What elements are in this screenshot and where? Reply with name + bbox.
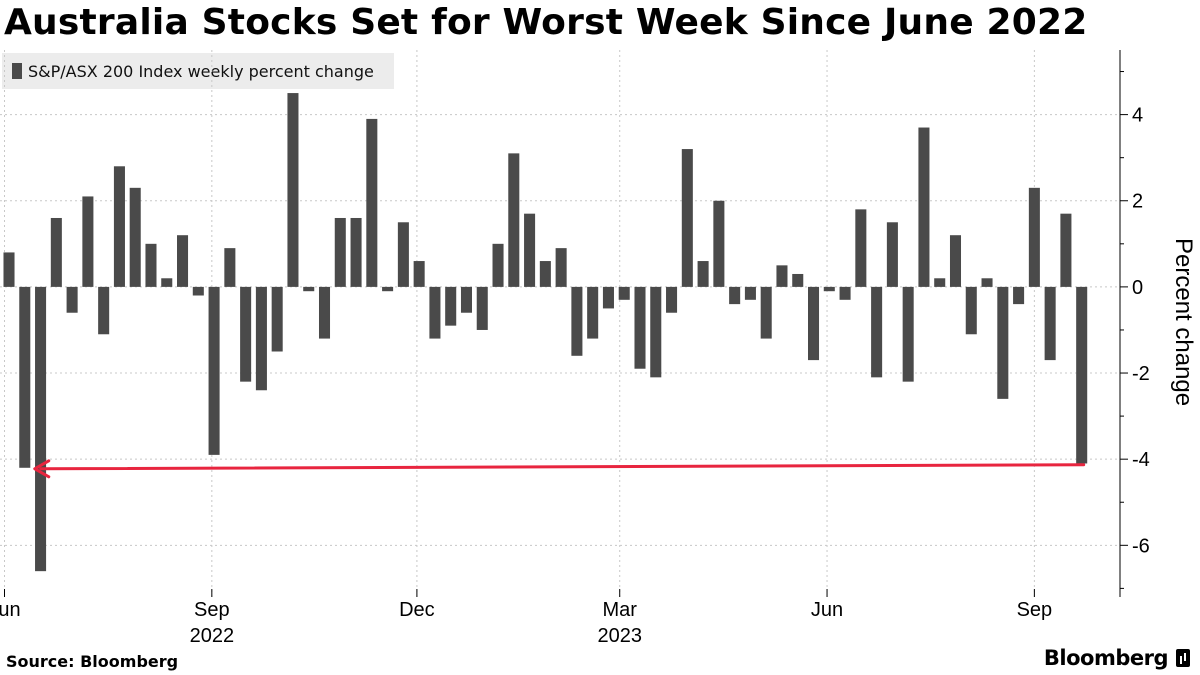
bar <box>445 286 457 326</box>
bar <box>287 93 299 287</box>
x-tick-label: Sep <box>1017 599 1053 621</box>
x-year-label: 2023 <box>597 625 642 647</box>
bar <box>555 248 567 287</box>
bar <box>476 286 488 330</box>
y-tick-label: 4 <box>1132 105 1143 127</box>
bar <box>271 286 283 352</box>
bar <box>697 261 709 287</box>
legend: S&P/ASX 200 Index weekly percent change <box>2 53 394 89</box>
bar <box>713 200 725 287</box>
bar <box>145 243 157 287</box>
bar <box>855 209 867 287</box>
bar <box>949 235 962 287</box>
bar <box>508 153 520 287</box>
bar <box>303 286 315 292</box>
bar <box>366 118 378 287</box>
bar <box>602 286 614 309</box>
y-tick-label: 0 <box>1132 277 1143 299</box>
bar <box>1028 187 1040 287</box>
bar <box>208 286 220 455</box>
bloomberg-terminal-icon <box>1176 649 1190 667</box>
bar <box>492 243 504 287</box>
x-year-label: 2022 <box>190 625 235 647</box>
bar <box>681 149 693 287</box>
bar <box>618 286 630 300</box>
source-note: Source: Bloomberg <box>6 652 179 671</box>
bar <box>318 286 331 339</box>
bar <box>776 265 788 287</box>
bar <box>934 278 946 287</box>
chart-title: Australia Stocks Set for Worst Week Sinc… <box>4 2 1088 43</box>
x-tick-label: Jun <box>811 599 843 621</box>
bar <box>902 286 914 382</box>
bar <box>460 286 472 313</box>
bar <box>524 213 536 287</box>
bar <box>981 278 993 287</box>
bar <box>240 286 252 382</box>
x-tick-label: Mar <box>602 599 637 621</box>
y-tick-label: -6 <box>1132 535 1150 557</box>
bar <box>666 286 678 313</box>
bar <box>965 286 977 335</box>
bar <box>334 217 346 287</box>
bar <box>744 286 756 300</box>
brand-logo: Bloomberg <box>1044 646 1190 670</box>
bar <box>50 217 62 287</box>
bar <box>177 235 189 287</box>
bar <box>224 248 236 287</box>
bar <box>918 127 930 287</box>
bar <box>997 286 1009 399</box>
y-tick-label: -2 <box>1132 363 1150 385</box>
bar <box>1013 286 1025 305</box>
legend-swatch <box>12 63 22 79</box>
bar <box>808 286 820 361</box>
brand-name: Bloomberg <box>1043 646 1169 670</box>
bar <box>255 286 267 391</box>
bar <box>66 286 78 313</box>
bar <box>1076 286 1088 464</box>
bar <box>161 278 173 287</box>
bar <box>1044 286 1056 361</box>
bar <box>634 286 646 369</box>
bar <box>650 286 662 378</box>
bar <box>871 286 883 378</box>
bar <box>350 217 362 287</box>
bar <box>98 286 110 335</box>
bar <box>35 286 47 572</box>
bar <box>192 286 204 296</box>
bar <box>429 286 441 339</box>
x-tick-label: Sep <box>194 599 230 621</box>
y-tick-label: -4 <box>1132 449 1150 471</box>
bar <box>587 286 599 339</box>
bar <box>839 286 851 300</box>
bar <box>382 286 394 292</box>
bar <box>760 286 772 339</box>
bar <box>19 286 31 468</box>
bar <box>3 252 15 287</box>
bar <box>729 286 741 305</box>
annotation-arrow-line <box>39 463 1086 471</box>
bar <box>129 187 141 287</box>
bar <box>1060 213 1072 287</box>
bar <box>397 222 409 287</box>
bar <box>82 196 94 287</box>
x-tick-label: Dec <box>399 599 435 621</box>
x-tick-label: Jun <box>0 599 21 621</box>
bar <box>886 222 898 287</box>
bar <box>823 286 835 292</box>
bar <box>792 273 804 287</box>
bar <box>113 166 125 287</box>
bar <box>539 261 551 287</box>
legend-label: S&P/ASX 200 Index weekly percent change <box>28 61 374 81</box>
bar <box>413 261 425 287</box>
annotation-arrow-head <box>33 459 51 479</box>
y-tick-label: 2 <box>1132 191 1143 213</box>
bar <box>571 286 583 356</box>
y-axis-label: Percent change <box>1170 238 1197 406</box>
